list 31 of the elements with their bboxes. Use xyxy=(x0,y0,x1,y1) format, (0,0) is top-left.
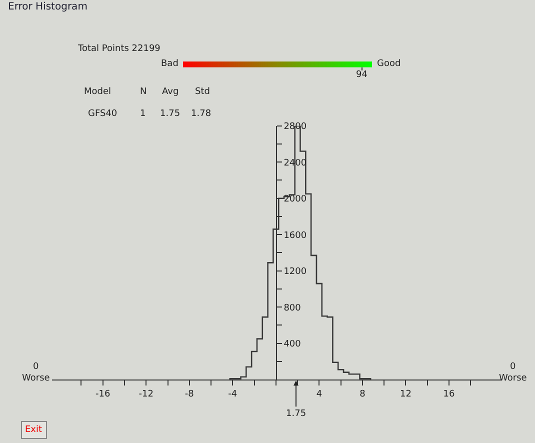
y-tick-label: 1200 xyxy=(284,267,307,277)
text: Std xyxy=(195,87,210,97)
text: 1.78 xyxy=(191,109,212,119)
x-tick-label: -4 xyxy=(228,389,238,400)
chart-title: Error Histogram xyxy=(8,2,88,12)
text: GFS40 xyxy=(88,109,118,119)
text: Model xyxy=(84,87,112,97)
text: Good xyxy=(377,59,401,69)
y-tick-label: 2000 xyxy=(284,194,307,205)
x-tick-label: 4 xyxy=(316,389,322,400)
y-tick-label: 400 xyxy=(284,339,302,350)
y-tick-label: 1600 xyxy=(284,230,307,241)
x-tick-label: 16 xyxy=(443,389,455,400)
x-tick-label: -8 xyxy=(184,389,194,400)
text: 1.75 xyxy=(160,109,180,119)
y-tick-label: 2800 xyxy=(284,122,307,132)
text: N xyxy=(140,87,147,97)
x-tick-label: 8 xyxy=(360,389,366,400)
text: 1.75 xyxy=(286,409,306,419)
text: 1 xyxy=(140,109,146,119)
text: Total Points 22199 xyxy=(77,44,161,54)
text: Exit xyxy=(25,425,43,435)
text: Bad xyxy=(161,59,178,69)
text: Avg xyxy=(162,87,179,97)
annotation: 0 Worse xyxy=(499,362,528,384)
x-tick-label: 12 xyxy=(400,389,412,400)
text: 0 Worse xyxy=(22,362,50,384)
text: 94 xyxy=(356,70,368,80)
x-tick-label: -12 xyxy=(138,389,154,400)
x-tick-label: -16 xyxy=(95,389,110,400)
y-tick-label: 800 xyxy=(284,303,302,314)
